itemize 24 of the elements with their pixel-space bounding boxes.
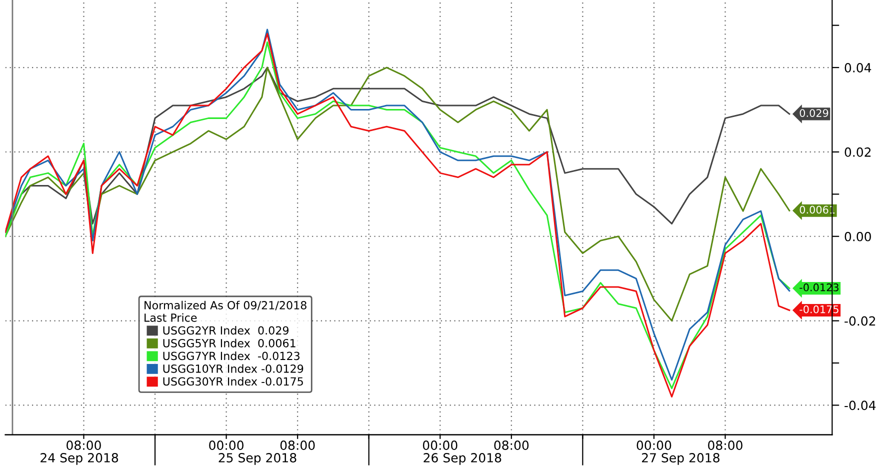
y-tick-label: 0.02 — [844, 147, 871, 157]
legend-label: USGG2YR Index 0.029 — [163, 326, 289, 335]
legend-label: USGG5YR Index 0.0061 — [163, 338, 296, 348]
x-tick-label: 00:00 — [422, 440, 458, 450]
x-tick-label: 08:00 — [708, 440, 742, 450]
legend-label: USGG10YR Index -0.0129 — [163, 364, 304, 373]
line-series — [5, 66, 790, 322]
y-tick-label: 0.00 — [844, 232, 871, 242]
x-tick-label: 08:00 — [280, 440, 315, 450]
legend-label: USGG7YR Index -0.0123 — [163, 352, 300, 360]
x-tick-label: 08:00 — [66, 440, 101, 450]
y-tick-label: 0.04 — [844, 63, 872, 72]
legend-label: USGG30YR Index -0.0175 — [163, 377, 303, 386]
y-tick-label: -0.02 — [844, 316, 876, 326]
x-tick-label: 00:00 — [209, 440, 244, 450]
x2-tick-label: 25 Sep 2018 — [218, 453, 296, 465]
x2-tick-label: 24 Sep 2018 — [40, 453, 118, 465]
x-tick-label: 08:00 — [494, 440, 529, 450]
x2-tick-label: 27 Sep 2018 — [642, 453, 720, 465]
y-tick-label: -0.04 — [844, 400, 876, 410]
legend-title: Normalized As Of 09/21/2018 Last Price — [144, 300, 306, 322]
x-tick-label: 00:00 — [636, 440, 672, 450]
x2-tick-label: 26 Sep 2018 — [424, 453, 502, 465]
data-label: 0.029 — [800, 109, 828, 117]
